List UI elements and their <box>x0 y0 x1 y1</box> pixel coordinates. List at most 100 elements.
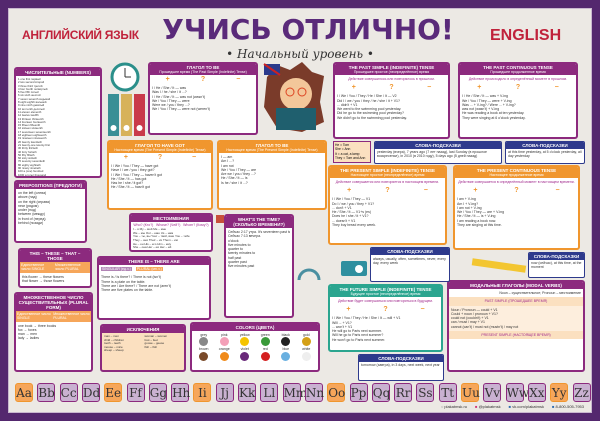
exception-row: tooth – teeth <box>104 341 121 346</box>
row-text: We / You / They — were not (weren't) <box>152 107 210 112</box>
letter-card[interactable]: Gg <box>148 383 167 402</box>
row-text: behind (позади) <box>18 221 44 226</box>
future-simple-title: THE FUTURE SIMPLE (INDEFINITE) TENSE Буду… <box>330 286 441 297</box>
panel-title: ГЛАГОЛ TO BE <box>255 143 289 148</box>
tips-future: СЛОВА-ПОДСКАЗКИ tomorrow (завтра), in 3 d… <box>358 354 444 381</box>
panel-subtitle: Настоящее время (The Present Simple (Ind… <box>226 148 318 152</box>
number-row: 17 seventeen seventeenth <box>18 130 51 134</box>
letter-card[interactable]: Ss <box>416 383 435 402</box>
tips-text: tomorrow (завтра), in 3 days, next week,… <box>361 363 440 367</box>
row-text: could not (couldn't) + V1 <box>451 316 489 321</box>
notebook-icon <box>216 215 224 223</box>
plural-rows: one book → three books fox → foxes man → m… <box>16 322 91 343</box>
row-text: ... don't + V1 <box>332 205 352 210</box>
row-text: man → men <box>18 332 38 337</box>
legend-pronoun: Pronoun – местоимение <box>542 291 581 295</box>
plus-question-minus: +? − <box>351 84 432 92</box>
color-swatch <box>301 351 311 361</box>
row-text: We / You / They — are + V-ing <box>457 210 505 215</box>
past-continuous-title: THE PAST CONTINUOUS TENSE Прошедшее продо… <box>460 64 576 75</box>
number-row: 5 five fifth пятый <box>18 91 39 95</box>
past-simple-rows: I / We / You / They / He / She / It — V2… <box>335 92 448 122</box>
this-these-title: THIS – THESE – THAT – THOSE <box>20 250 90 262</box>
letter-card[interactable]: Hh <box>171 383 190 402</box>
letter-card[interactable]: Bb <box>37 383 56 402</box>
letter-card[interactable]: Mm <box>282 383 307 402</box>
row-text: Will he go to Paris next summer? <box>332 333 384 338</box>
letter-card[interactable]: Ee <box>104 383 123 402</box>
header-right: ENGLISH <box>490 27 562 44</box>
headphones-icon <box>297 268 321 281</box>
panel-subtitle: Прошедшее продолженное время <box>490 70 546 74</box>
past-simple-title: THE PAST SIMPLE (INDEFINITE) TENSE Прошед… <box>335 64 448 75</box>
letter-card[interactable]: Cc <box>59 383 78 402</box>
letter-card[interactable]: Ii <box>193 383 212 402</box>
letter-card[interactable]: Uu <box>461 383 480 402</box>
panel-title: THE PAST SIMPLE (INDEFINITE) TENSE <box>348 65 435 70</box>
tips-text: at this time yesterday, at 5 o'clock yes… <box>508 150 582 159</box>
letter-card[interactable]: Oo <box>327 383 345 402</box>
time-rows: Сейчас 2:17 утра. It's seventeen past tw… <box>226 228 292 271</box>
numbers-title: ЧИСЛИТЕЛЬНЫЕ (NUMBERS) <box>16 69 100 76</box>
col-header: Who? (Кто?) <box>133 223 154 227</box>
number-row: 20 twenty twentieth <box>18 140 42 144</box>
letter-card[interactable]: Yy <box>550 383 569 402</box>
letter-card[interactable]: Nn <box>304 383 324 402</box>
number-row: 90 ninety ninetieth <box>18 167 41 171</box>
letter-card[interactable]: Aa <box>15 383 33 402</box>
letter-card[interactable]: Zz <box>572 383 591 402</box>
letter-card[interactable]: Tt <box>438 383 457 402</box>
letter-card[interactable]: Xx <box>527 383 546 402</box>
letter-card[interactable]: Jj <box>215 383 234 402</box>
panel-title: THE PRESENT CONTINUOUS TENSE <box>476 168 557 173</box>
row-text: Could + noun / pronoun + V1? <box>451 311 498 316</box>
row-text: I am + V-ing <box>457 197 476 202</box>
color-item: green <box>256 333 276 347</box>
letter-card[interactable]: Dd <box>81 383 100 402</box>
number-row: 12 twelve twelfth <box>18 114 39 118</box>
tips-text: always, usually, often, sometimes, never… <box>373 257 446 266</box>
vk-link[interactable]: ■ vk.com/plakatmsk <box>509 404 544 409</box>
letter-card[interactable]: Pp <box>349 383 368 402</box>
panel-title: ГЛАГОЛ TO HAVE GOT <box>135 143 185 148</box>
letter-card[interactable]: Ll <box>260 383 279 402</box>
exception-row: child – children <box>104 337 125 342</box>
there-is-title: THERE IS – THERE ARE <box>99 258 209 265</box>
letter-card[interactable]: Qq <box>371 383 390 402</box>
color-item: black <box>276 333 296 347</box>
tips-text: now (сейчас), at this time, at the momen… <box>531 261 582 270</box>
row-text: quarter past <box>228 260 247 265</box>
row-text: We / You / They — were <box>152 98 190 103</box>
tobe-present-panel: ГЛАГОЛ TO BE Настоящее время (The Present… <box>217 140 327 210</box>
modal-present-section: PRESENT SIMPLE (НАСТОЯЩЕЕ ВРЕМЯ) <box>449 331 583 340</box>
exception-row: woman – women <box>144 334 168 338</box>
row-text: I / He / She / It — was + V-ing <box>462 94 509 99</box>
instagram-link[interactable]: ■ @plakatmsk <box>475 404 501 409</box>
poster-subtitle: • Начальный уровень • <box>226 47 374 61</box>
row-text: Noun / Pronoun — could + V1 <box>451 307 498 312</box>
exception-row: fish – fish <box>144 344 158 349</box>
pronoun-row: It = a cat, a lamp <box>335 151 360 156</box>
present-simple-panel: THE PRESENT SIMPLE (INDEFINITE) TENSE Нас… <box>328 165 447 245</box>
site-link[interactable]: ◌ plakatmsk.ru <box>440 404 468 409</box>
row-text: Did I / we / you / they / he / she / it … <box>337 98 400 103</box>
row-text: Сейчас 2:17 утра. It's seventeen past tw… <box>228 230 290 234</box>
letter-card[interactable]: Kk <box>238 383 256 402</box>
letter-card[interactable]: Vv <box>483 383 502 402</box>
there-is-labels: SINGULAR (ед.ч.) PLURAL (мн.ч.) <box>99 265 209 273</box>
letter-card[interactable]: Rr <box>394 383 413 402</box>
number-row: 50 fifty fiftieth <box>18 153 35 157</box>
hedgehog-mascot-icon <box>263 62 324 132</box>
row-text: lady → ladies <box>18 336 40 341</box>
modal-legend: Noun – существительное; Pronoun – местои… <box>499 291 581 295</box>
header-left: АНГЛИЙСКИЙ ЯЗЫК <box>22 28 139 42</box>
plural-label: PLURAL (мн.ч.) <box>135 267 163 272</box>
tips-title: СЛОВА-ПОДСКАЗКИ <box>371 248 449 255</box>
letter-card[interactable]: Ww <box>505 383 529 402</box>
panel-subtitle: Настоящее продолженное время <box>489 173 544 177</box>
letter-card[interactable]: Ff <box>126 383 145 402</box>
number-row: 21 twenty-one twenty-first <box>18 143 50 147</box>
panel-description: Действие происходило в определённый моме… <box>468 77 568 81</box>
row-text: I am reading a book now. <box>457 218 497 223</box>
number-row: 14 fourteen fourteenth <box>18 120 46 124</box>
